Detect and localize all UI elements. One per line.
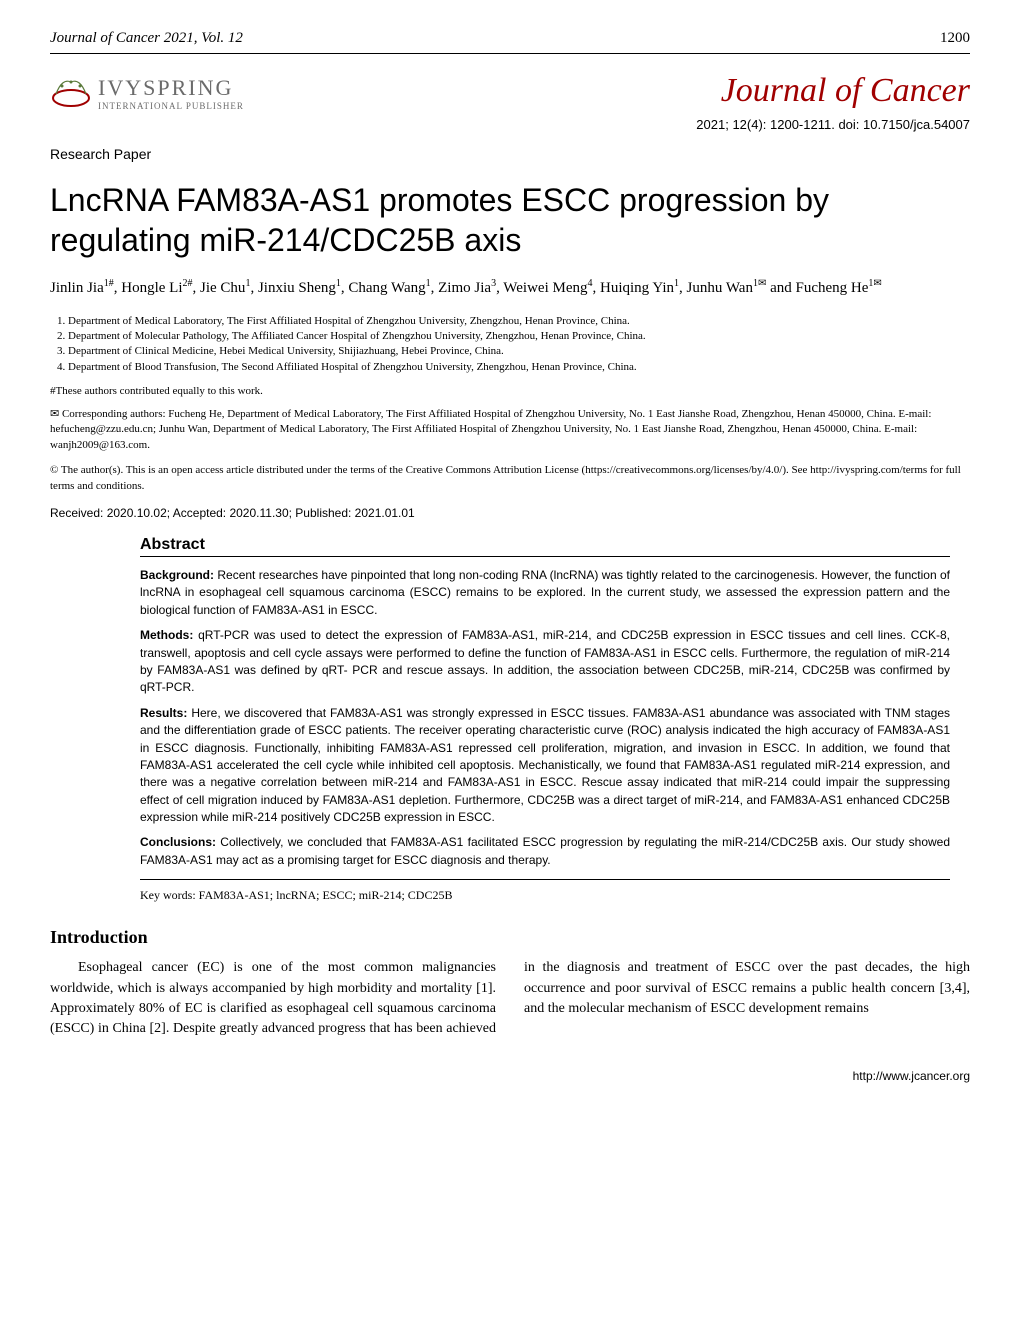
journal-title: Journal of Cancer <box>721 72 970 110</box>
results-text: Here, we discovered that FAM83A-AS1 was … <box>140 706 950 824</box>
corresponding-authors: ✉ Corresponding authors: Fucheng He, Dep… <box>50 407 970 453</box>
intro-paragraph: Esophageal cancer (EC) is one of the mos… <box>50 958 970 1039</box>
publication-dates: Received: 2020.10.02; Accepted: 2020.11.… <box>50 506 970 520</box>
affiliation-item: Department of Clinical Medicine, Hebei M… <box>68 344 970 359</box>
paper-type: Research Paper <box>50 146 970 162</box>
introduction-heading: Introduction <box>50 927 970 948</box>
abstract-methods: Methods: qRT-PCR was used to detect the … <box>140 627 950 697</box>
citation-line: 2021; 12(4): 1200-1211. doi: 10.7150/jca… <box>50 117 970 132</box>
abstract-block: Abstract Background: Recent researches h… <box>140 536 950 903</box>
methods-label: Methods: <box>140 628 193 642</box>
masthead-row: IVYSPRING INTERNATIONAL PUBLISHER Journa… <box>50 72 970 113</box>
footer-url: http://www.jcancer.org <box>50 1069 970 1083</box>
publisher-name: IVYSPRING <box>98 75 244 101</box>
keywords: Key words: FAM83A-AS1; lncRNA; ESCC; miR… <box>140 888 950 903</box>
header-rule <box>50 53 970 54</box>
affiliation-item: Department of Blood Transfusion, The Sec… <box>68 360 970 375</box>
publisher-block: IVYSPRING INTERNATIONAL PUBLISHER <box>50 72 244 113</box>
abstract-heading: Abstract <box>140 536 950 557</box>
affiliation-item: Department of Molecular Pathology, The A… <box>68 329 970 344</box>
results-label: Results: <box>140 706 187 720</box>
affiliations-list: Department of Medical Laboratory, The Fi… <box>50 314 970 376</box>
abstract-bottom-rule <box>140 879 950 880</box>
journal-volume: Journal of Cancer 2021, Vol. 12 <box>50 30 243 47</box>
ivyspring-logo-icon <box>50 72 92 113</box>
background-label: Background: <box>140 568 214 582</box>
abstract-background: Background: Recent researches have pinpo… <box>140 567 950 619</box>
publisher-text: IVYSPRING INTERNATIONAL PUBLISHER <box>98 75 244 111</box>
introduction-body: Esophageal cancer (EC) is one of the mos… <box>50 958 970 1039</box>
methods-text: qRT-PCR was used to detect the expressio… <box>140 628 950 694</box>
abstract-results: Results: Here, we discovered that FAM83A… <box>140 705 950 827</box>
abstract-conclusions: Conclusions: Collectively, we concluded … <box>140 834 950 869</box>
authors-line: Jinlin Jia1#, Hongle Li2#, Jie Chu1, Jin… <box>50 276 970 300</box>
page-number: 1200 <box>940 30 970 47</box>
license-text: © The author(s). This is an open access … <box>50 463 970 494</box>
running-header: Journal of Cancer 2021, Vol. 12 1200 <box>50 30 970 47</box>
article-title: LncRNA FAM83A-AS1 promotes ESCC progress… <box>50 180 970 260</box>
affiliation-item: Department of Medical Laboratory, The Fi… <box>68 314 970 329</box>
conclusions-label: Conclusions: <box>140 835 216 849</box>
background-text: Recent researches have pinpointed that l… <box>140 568 950 617</box>
equal-contribution-note: #These authors contributed equally to th… <box>50 385 970 397</box>
conclusions-text: Collectively, we concluded that FAM83A-A… <box>140 835 950 866</box>
publisher-subtitle: INTERNATIONAL PUBLISHER <box>98 101 244 111</box>
